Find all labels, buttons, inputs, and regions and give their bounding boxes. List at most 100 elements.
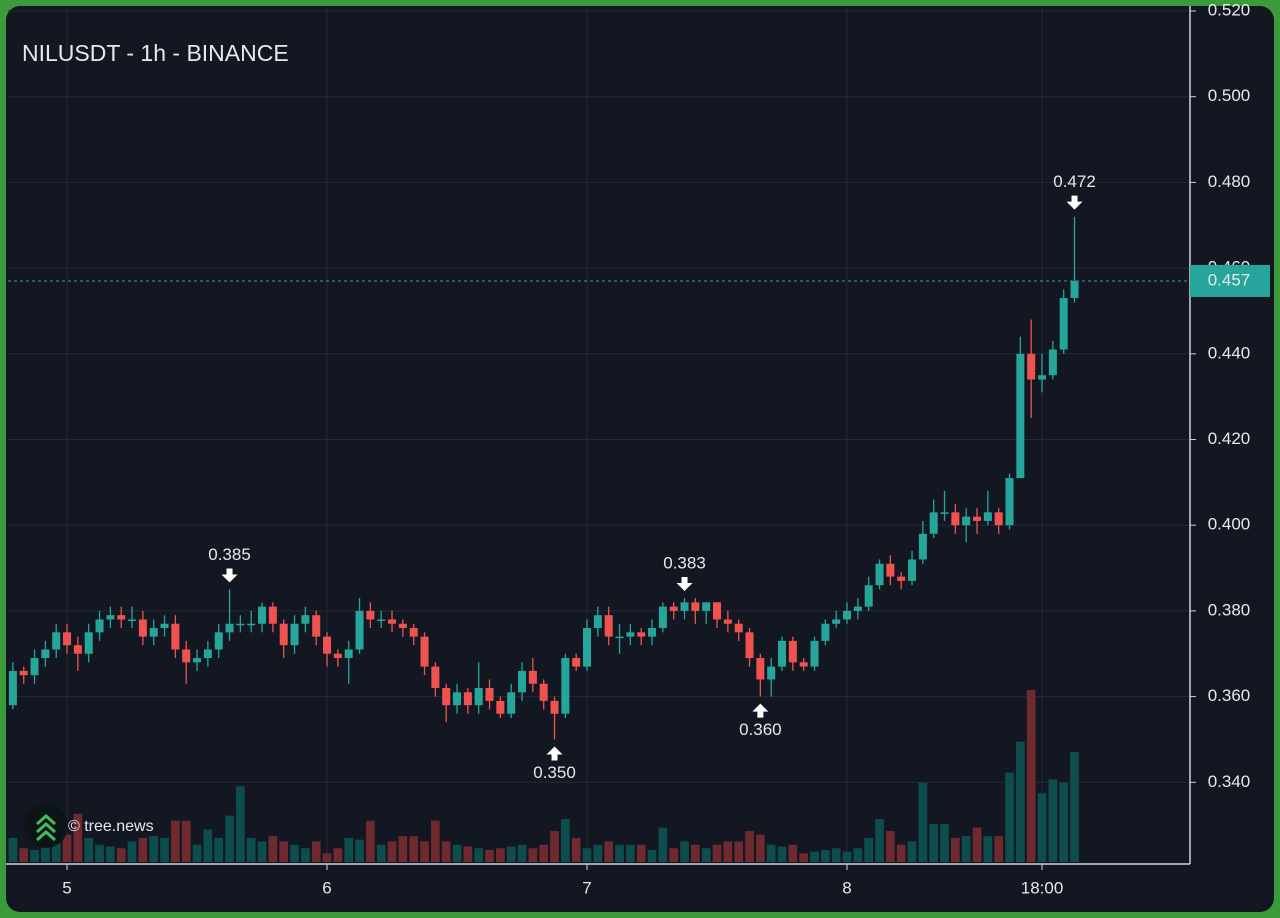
volume-bar xyxy=(712,844,722,862)
candle-body xyxy=(63,632,72,646)
candle-body xyxy=(799,662,808,667)
volume-bar xyxy=(951,837,960,862)
volume-bar xyxy=(821,849,830,862)
volume-bar xyxy=(1048,779,1058,862)
candle-body xyxy=(301,615,310,624)
volume-bar xyxy=(398,836,408,862)
candle-body xyxy=(734,623,743,633)
volume-bar xyxy=(517,844,527,862)
candle-body xyxy=(128,619,137,621)
candle-body xyxy=(420,636,429,667)
candle-body xyxy=(409,628,418,637)
volume-bar xyxy=(994,836,1004,862)
candle-body xyxy=(756,658,765,680)
volume-bar xyxy=(376,844,386,862)
volume-bar xyxy=(203,829,213,862)
candle-body xyxy=(875,563,884,586)
candle-body xyxy=(908,559,917,581)
volume-bar xyxy=(366,820,375,862)
volume-bar xyxy=(766,844,776,862)
candle-body xyxy=(344,649,353,659)
candle-body xyxy=(160,623,169,629)
candle-body xyxy=(1059,298,1068,350)
chart-background xyxy=(6,6,1274,912)
volume-bar xyxy=(831,848,841,862)
volume-bar xyxy=(30,849,39,862)
candle-body xyxy=(973,516,982,521)
y-tick-label: 0.520 xyxy=(1208,0,1251,19)
x-tick-label: 7 xyxy=(582,878,591,897)
volume-bar xyxy=(333,848,343,862)
candle-body xyxy=(951,512,960,526)
x-tick-label: 18:00 xyxy=(1021,878,1064,897)
volume-bar xyxy=(691,844,700,862)
volume-bar xyxy=(236,786,245,862)
volume-bar xyxy=(322,853,332,862)
volume-bar xyxy=(528,848,538,862)
volume-bar xyxy=(626,844,635,862)
volume-bar xyxy=(95,844,104,862)
volume-bar xyxy=(571,837,581,862)
volume-bar xyxy=(149,836,159,862)
volume-bar xyxy=(961,836,971,862)
candle-body xyxy=(225,623,234,633)
candle-body xyxy=(333,653,342,659)
volume-bar xyxy=(138,837,148,862)
volume-bar xyxy=(723,841,733,862)
volume-bar xyxy=(777,846,787,862)
candle-body xyxy=(962,516,971,526)
candle-body xyxy=(279,623,288,646)
volume-bar xyxy=(257,841,267,862)
volume-bar xyxy=(409,836,419,862)
candle-body xyxy=(485,688,494,701)
candle-body xyxy=(463,692,472,706)
volume-bar xyxy=(983,836,993,862)
candle-body xyxy=(8,670,17,706)
candle-body xyxy=(832,619,841,624)
candle-body xyxy=(377,619,386,621)
plot-layer: 0.3400.3600.3800.4000.4200.4400.4600.480… xyxy=(6,0,1270,897)
y-tick-label: 0.400 xyxy=(1208,515,1251,534)
last-price-tag xyxy=(1190,264,1270,297)
candle-body xyxy=(940,512,949,514)
volume-bar xyxy=(788,844,798,862)
candle-body xyxy=(73,645,82,654)
candle-body xyxy=(702,602,711,611)
volume-bar xyxy=(279,841,289,862)
candle-body xyxy=(1070,280,1079,299)
volume-bar xyxy=(41,844,50,862)
volume-bar xyxy=(636,844,646,862)
volume-bar xyxy=(116,848,126,862)
candle-body xyxy=(897,576,906,581)
x-tick-label: 5 xyxy=(62,878,71,897)
volume-bar xyxy=(561,819,570,862)
volume-bar xyxy=(1059,782,1069,862)
candle-body xyxy=(95,619,104,633)
candle-body xyxy=(1016,353,1025,479)
candle-body xyxy=(236,623,245,626)
volume-bar xyxy=(539,844,549,862)
candle-body xyxy=(312,615,321,637)
volume-bar xyxy=(8,837,18,862)
volume-bar xyxy=(355,839,364,862)
annotation-arrow xyxy=(752,703,769,718)
volume-bar xyxy=(62,834,72,862)
volume-bar xyxy=(853,848,863,862)
candle-body xyxy=(496,700,505,714)
annotation-label: 0.472 xyxy=(1053,172,1096,191)
candle-body xyxy=(182,649,191,663)
annotation-arrow xyxy=(221,568,238,583)
candle-body xyxy=(886,563,895,577)
candle-body xyxy=(30,658,39,676)
volume-bar xyxy=(669,848,679,862)
candle-body xyxy=(648,628,657,637)
candle-body xyxy=(52,632,61,650)
candle-body xyxy=(810,640,819,667)
candle-body xyxy=(745,632,754,659)
volume-bar xyxy=(680,841,689,862)
volume-bar xyxy=(799,853,809,862)
candle-body xyxy=(918,533,927,560)
volume-bar xyxy=(1005,772,1014,862)
